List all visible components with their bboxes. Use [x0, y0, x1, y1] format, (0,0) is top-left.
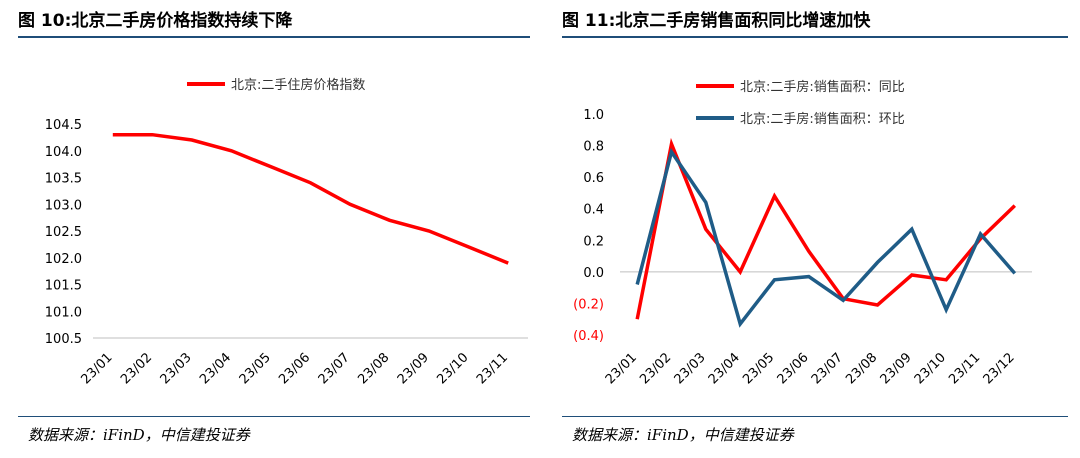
left-y-tick-label: 104.5 — [45, 118, 82, 133]
left-y-tick-label: 104.0 — [45, 145, 82, 160]
left-y-tick-label: 101.5 — [45, 279, 82, 294]
right-legend-label-1: 北京:二手房:销售面积：同比 — [740, 79, 905, 95]
right-x-tick-label: 23/04 — [706, 350, 743, 387]
left-x-tick-label: 23/08 — [355, 350, 392, 387]
right-y-tick-label: 0.6 — [583, 171, 604, 186]
right-x-tick-label: 23/09 — [878, 350, 915, 387]
right-line-chart: 1.00.80.60.40.20.0(0.2)(0.4)23/0123/0223… — [573, 79, 1032, 387]
right-figure-title: 图 11:北京二手房销售面积同比增速加快 — [562, 11, 871, 31]
left-y-tick-label: 102.0 — [45, 252, 82, 267]
right-x-tick-label: 23/01 — [603, 350, 640, 387]
right-y-tick-label: 0.2 — [583, 234, 604, 249]
left-x-tick-label: 23/11 — [474, 350, 511, 387]
right-x-tick-label: 23/06 — [775, 350, 812, 387]
left-y-tick-label: 100.5 — [45, 332, 82, 347]
left-line-chart: 100.5 101.0 101.5 102.0 102.5 103.0 103.5 104.0… — [45, 77, 528, 387]
right-x-tick-label: 23/03 — [672, 350, 709, 387]
right-source-rule — [562, 416, 1068, 417]
right-x-tick-label: 23/11 — [946, 350, 983, 387]
left-x-tick-label: 23/10 — [434, 350, 471, 387]
right-source-note: 数据来源：iFinD，中信建投证券 — [572, 426, 794, 444]
left-y-tick-label: 102.5 — [45, 225, 82, 240]
left-legend-label-1: 北京:二手住房价格指数 — [231, 77, 365, 93]
right-legend-label-2: 北京:二手房:销售面积：环比 — [740, 111, 905, 127]
right-x-tick-label: 23/12 — [981, 350, 1018, 387]
right-y-tick-label: 0.8 — [583, 140, 604, 155]
right-series-line-2 — [635, 147, 1017, 328]
right-x-tick-label: 23/05 — [740, 350, 777, 387]
right-title-rule — [562, 36, 1068, 38]
left-x-tick-label: 23/01 — [79, 350, 116, 387]
right-x-tick-label: 23/08 — [843, 350, 880, 387]
left-y-tick-label: 103.0 — [45, 198, 82, 213]
left-y-tick-label: 103.5 — [45, 172, 82, 187]
left-figure-title: 图 10:北京二手房价格指数持续下降 — [18, 11, 293, 31]
left-series-line-1 — [112, 132, 509, 265]
left-x-tick-label: 23/02 — [118, 350, 155, 387]
right-x-tick-label: 23/02 — [637, 350, 674, 387]
right-x-tick-label: 23/10 — [912, 350, 949, 387]
right-y-tick-label: 0.4 — [583, 203, 604, 218]
right-y-tick-label: (0.2) — [573, 297, 604, 312]
right-y-tick-label: 1.0 — [583, 108, 604, 123]
left-x-tick-label: 23/07 — [316, 350, 353, 387]
left-x-tick-label: 23/05 — [237, 350, 274, 387]
right-y-tick-label: (0.4) — [573, 329, 604, 344]
left-x-tick-label: 23/06 — [276, 350, 313, 387]
left-title-rule — [18, 36, 530, 38]
right-x-tick-label: 23/07 — [809, 350, 846, 387]
left-source-rule — [18, 416, 530, 417]
left-x-tick-label: 23/03 — [158, 350, 195, 387]
left-source-note: 数据来源：iFinD，中信建投证券 — [28, 426, 250, 444]
right-y-tick-label: 0.0 — [583, 266, 604, 281]
left-x-tick-label: 23/09 — [395, 350, 432, 387]
right-series-line-1 — [635, 137, 1017, 320]
left-y-tick-label: 101.0 — [45, 305, 82, 320]
left-x-tick-label: 23/04 — [197, 350, 234, 387]
